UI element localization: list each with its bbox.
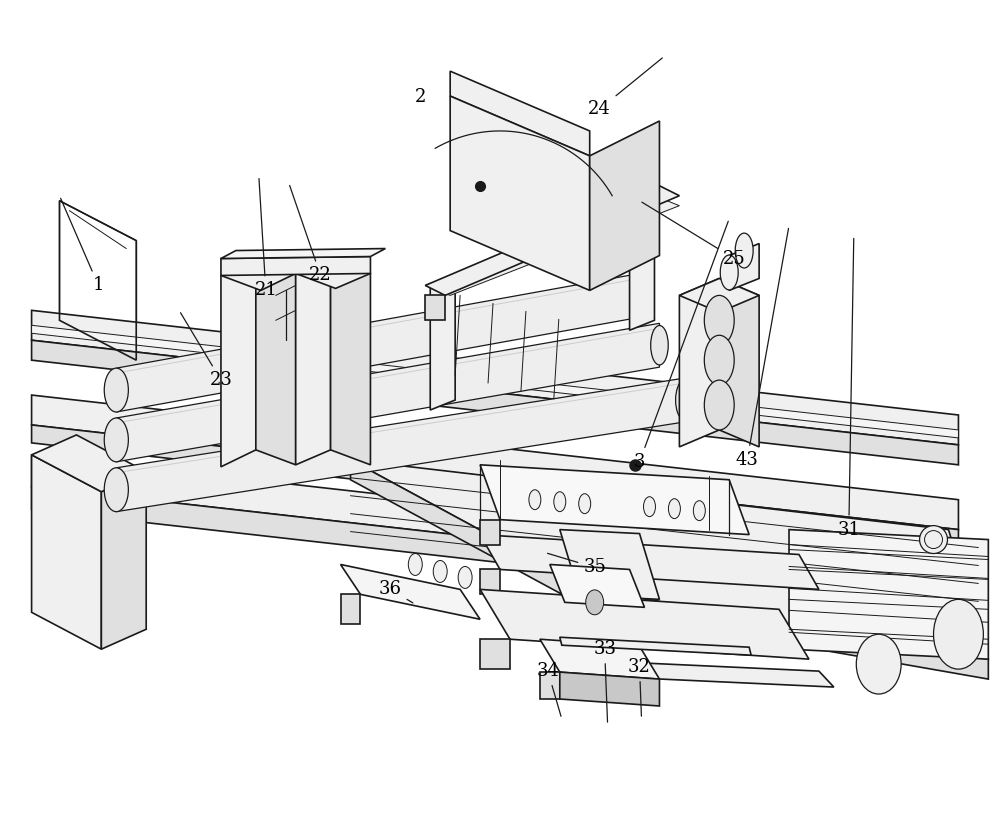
Polygon shape <box>32 310 958 445</box>
Polygon shape <box>679 278 719 447</box>
Polygon shape <box>450 71 590 156</box>
Text: 36: 36 <box>379 580 413 603</box>
Ellipse shape <box>433 561 447 582</box>
Polygon shape <box>480 520 500 544</box>
Polygon shape <box>221 259 256 467</box>
Text: 21: 21 <box>254 178 277 300</box>
Polygon shape <box>116 323 659 462</box>
Polygon shape <box>425 186 679 296</box>
Polygon shape <box>32 435 146 492</box>
Polygon shape <box>480 589 809 659</box>
Ellipse shape <box>104 368 128 412</box>
Polygon shape <box>560 659 834 687</box>
Ellipse shape <box>408 553 422 576</box>
Polygon shape <box>590 589 988 679</box>
Polygon shape <box>729 244 759 291</box>
Polygon shape <box>331 259 370 465</box>
Ellipse shape <box>668 498 680 519</box>
Polygon shape <box>32 395 958 530</box>
Polygon shape <box>630 195 654 330</box>
Text: 23: 23 <box>181 313 232 389</box>
Ellipse shape <box>104 468 128 511</box>
Ellipse shape <box>676 380 693 420</box>
Ellipse shape <box>704 335 734 385</box>
Text: 1: 1 <box>61 199 104 295</box>
Polygon shape <box>590 121 659 291</box>
Text: 31: 31 <box>837 238 860 539</box>
Polygon shape <box>341 565 480 619</box>
Polygon shape <box>430 276 455 410</box>
Polygon shape <box>351 460 988 659</box>
Polygon shape <box>719 278 759 447</box>
Ellipse shape <box>529 490 541 510</box>
Ellipse shape <box>631 276 648 315</box>
Polygon shape <box>480 534 819 589</box>
Polygon shape <box>351 460 590 609</box>
Polygon shape <box>425 296 445 320</box>
Ellipse shape <box>651 325 668 365</box>
Polygon shape <box>221 249 385 259</box>
Text: 2: 2 <box>415 88 426 106</box>
Polygon shape <box>116 273 640 412</box>
Text: 43: 43 <box>736 228 789 469</box>
Polygon shape <box>32 487 958 614</box>
Polygon shape <box>32 455 958 591</box>
Polygon shape <box>560 530 659 599</box>
Polygon shape <box>560 672 659 706</box>
Text: 35: 35 <box>548 553 606 576</box>
Text: 22: 22 <box>290 186 332 284</box>
Ellipse shape <box>720 255 738 290</box>
Polygon shape <box>296 259 370 288</box>
Text: 34: 34 <box>536 662 561 716</box>
Polygon shape <box>32 455 101 649</box>
Ellipse shape <box>104 418 128 462</box>
Ellipse shape <box>920 525 947 553</box>
Polygon shape <box>789 530 988 659</box>
Ellipse shape <box>693 501 705 521</box>
Ellipse shape <box>934 599 983 669</box>
Ellipse shape <box>856 635 901 694</box>
Polygon shape <box>540 640 659 679</box>
Polygon shape <box>480 570 500 594</box>
Polygon shape <box>540 672 560 699</box>
Text: 25: 25 <box>642 202 746 268</box>
Ellipse shape <box>704 296 734 345</box>
Ellipse shape <box>579 493 591 514</box>
Ellipse shape <box>458 566 472 589</box>
Text: 33: 33 <box>593 640 616 722</box>
Ellipse shape <box>554 492 566 511</box>
Polygon shape <box>550 565 645 608</box>
Polygon shape <box>116 378 684 511</box>
Polygon shape <box>480 640 510 669</box>
Polygon shape <box>450 96 590 291</box>
Ellipse shape <box>586 590 604 615</box>
Polygon shape <box>480 465 749 534</box>
Polygon shape <box>679 278 759 312</box>
Polygon shape <box>101 472 146 649</box>
Ellipse shape <box>735 233 753 268</box>
Ellipse shape <box>644 497 655 516</box>
Polygon shape <box>560 675 575 694</box>
Polygon shape <box>32 340 958 465</box>
Polygon shape <box>256 259 296 465</box>
Polygon shape <box>296 259 331 465</box>
Text: 32: 32 <box>628 658 651 716</box>
Polygon shape <box>221 259 296 291</box>
Polygon shape <box>341 594 360 624</box>
Text: 3: 3 <box>634 221 728 470</box>
Polygon shape <box>32 425 958 548</box>
Polygon shape <box>425 195 679 296</box>
Polygon shape <box>560 637 751 655</box>
Ellipse shape <box>704 380 734 430</box>
Text: 24: 24 <box>588 58 662 118</box>
Polygon shape <box>32 325 958 438</box>
Polygon shape <box>221 256 370 276</box>
